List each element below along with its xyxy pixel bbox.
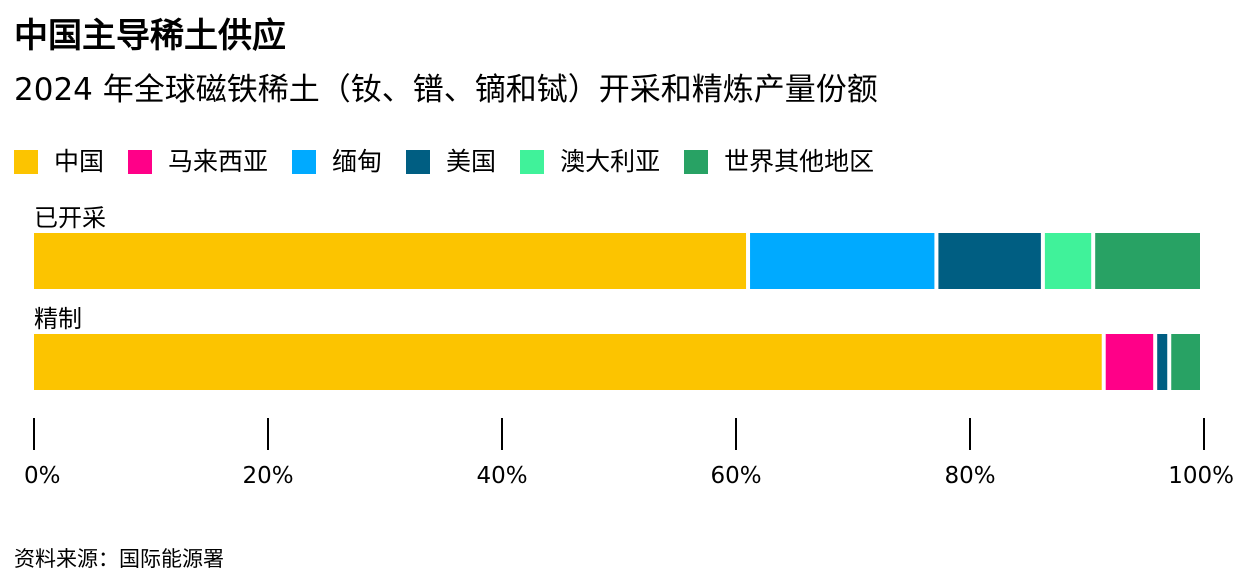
- x-tick-label: 0%: [24, 463, 61, 489]
- legend-item: 中国: [14, 144, 104, 180]
- legend: 中国 马来西亚 缅甸 美国 澳大利亚 世界其他地区: [14, 144, 898, 180]
- x-tick-label: 40%: [476, 463, 527, 489]
- bar-segment: [1044, 233, 1092, 289]
- bar-segment: [34, 233, 747, 289]
- legend-swatch: [14, 150, 38, 174]
- legend-swatch: [292, 150, 317, 174]
- x-tick-label: 60%: [710, 463, 761, 489]
- legend-item: 缅甸: [292, 144, 382, 180]
- legend-item: 美国: [406, 144, 496, 180]
- bar-segment: [750, 233, 935, 289]
- bar-segment: [1105, 334, 1154, 390]
- legend-label: 马来西亚: [168, 147, 269, 176]
- chart-source: 资料来源：国际能源署: [14, 547, 224, 571]
- category-label: 已开采: [34, 204, 106, 232]
- bar-segment: [1095, 233, 1200, 289]
- legend-label: 中国: [54, 147, 105, 176]
- legend-label: 澳大利亚: [560, 147, 661, 176]
- bar-segment: [1171, 334, 1200, 390]
- legend-label: 世界其他地区: [724, 147, 875, 176]
- legend-swatch: [684, 150, 709, 174]
- legend-swatch: [520, 150, 545, 174]
- legend-swatch: [406, 150, 431, 174]
- legend-item: 马来西亚: [128, 144, 268, 180]
- legend-label: 缅甸: [332, 147, 383, 176]
- x-tick-label: 20%: [242, 463, 293, 489]
- legend-swatch: [128, 150, 153, 174]
- chart-subtitle: 2024 年全球磁铁稀土（钕、镨、镝和铽）开采和精炼产量份额: [14, 72, 878, 108]
- bar-segment: [1157, 334, 1168, 390]
- category-label: 精制: [34, 305, 82, 333]
- x-tick-label: 80%: [944, 463, 995, 489]
- legend-item: 世界其他地区: [684, 144, 874, 180]
- chart-title: 中国主导稀土供应: [14, 16, 286, 56]
- bar-segment: [938, 233, 1041, 289]
- legend-label: 美国: [446, 147, 497, 176]
- x-tick-label: 100%: [1168, 463, 1234, 489]
- legend-item: 澳大利亚: [520, 144, 660, 180]
- bar-segment: [34, 334, 1102, 390]
